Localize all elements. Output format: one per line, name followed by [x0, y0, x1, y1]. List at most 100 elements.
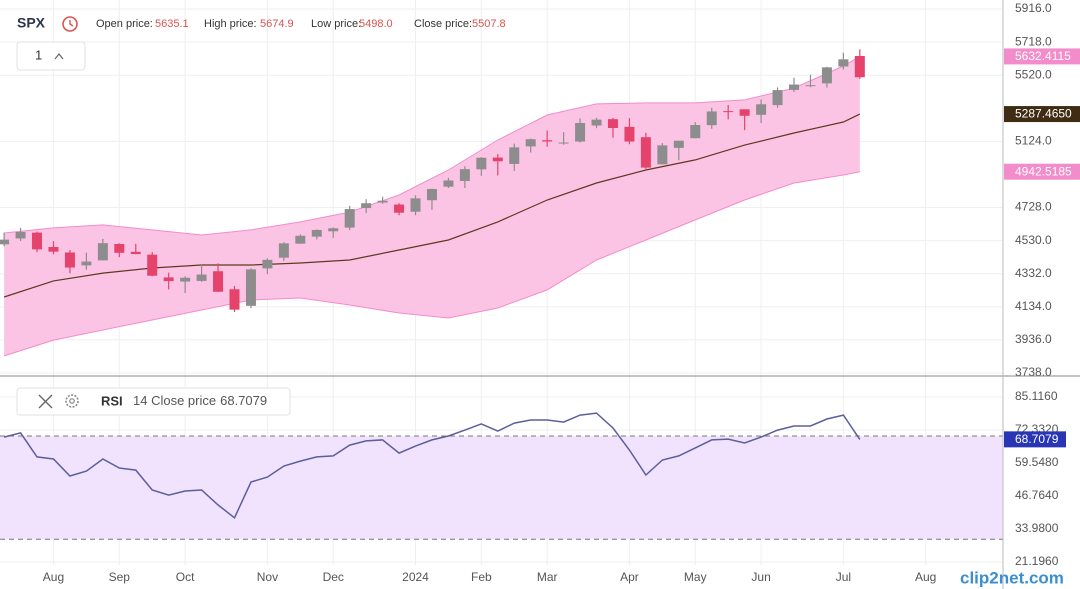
- candle-body: [476, 157, 487, 170]
- candle-body: [278, 243, 289, 258]
- y-tick-label: 4728.0: [1015, 200, 1052, 214]
- candle-body: [262, 259, 273, 269]
- rsi-zone: [0, 436, 1003, 540]
- y-tick-label: 85.1160: [1015, 389, 1058, 403]
- y-tick-label: 5520.0: [1015, 67, 1052, 81]
- candle-body: [361, 203, 372, 209]
- lower-tag-bg: [1004, 163, 1080, 180]
- y-tick-label: 5718.0: [1015, 34, 1052, 48]
- x-tick-label: Jun: [751, 570, 770, 584]
- candle-body: [213, 271, 224, 292]
- legend-name: Open price:: [96, 18, 153, 30]
- candle-body: [196, 274, 207, 281]
- candle-body: [81, 261, 92, 266]
- gear-hole: [69, 398, 75, 404]
- y-tick-label: 4134.0: [1015, 299, 1052, 313]
- candle-body: [97, 243, 108, 261]
- candle-body: [344, 209, 355, 228]
- x-tick-label: Dec: [323, 570, 344, 584]
- y-tick-label: 59.5480: [1015, 455, 1059, 469]
- caret: [54, 53, 64, 60]
- y-tick-label: 4332.0: [1015, 266, 1052, 280]
- x-tick-label: Aug: [915, 570, 936, 584]
- x-tick-label: May: [684, 570, 707, 584]
- legend-value: 5635.1: [155, 18, 189, 30]
- middle-tag-bg: [1004, 106, 1080, 123]
- legend-value: 5498.0: [359, 18, 393, 30]
- y-tick-label: 3936.0: [1015, 332, 1052, 346]
- candle-body: [575, 122, 586, 142]
- candle-body: [607, 119, 618, 129]
- x-tick-label: Oct: [176, 570, 195, 584]
- candle-body: [789, 84, 800, 90]
- legend-name: Low price:: [311, 18, 361, 30]
- symbol: SPX: [17, 15, 46, 31]
- x-tick-label: Jul: [836, 570, 851, 584]
- candle-body: [180, 277, 191, 282]
- rsi-title: RSI: [101, 393, 123, 408]
- candle-body: [525, 139, 536, 147]
- candle-body: [838, 59, 849, 67]
- legend-name: Close price:: [414, 18, 472, 30]
- x-tick-label: Aug: [43, 570, 64, 584]
- clock-hand: [69, 20, 74, 27]
- candle-body: [147, 254, 158, 276]
- candle-body: [130, 251, 141, 255]
- candle-body: [854, 55, 865, 78]
- candle-body: [64, 252, 75, 268]
- gear-icon: [65, 394, 79, 408]
- candle-body: [706, 111, 717, 126]
- candle-body: [114, 243, 125, 253]
- y-tick-label: 4530.0: [1015, 233, 1052, 247]
- candle-body: [377, 200, 388, 203]
- candle-body: [410, 198, 421, 212]
- upper-tag: 5632.4115: [1015, 49, 1071, 63]
- upper-band: [4, 55, 861, 236]
- y-tick-label: 5916.0: [1015, 1, 1052, 15]
- candle-body: [15, 231, 26, 239]
- rsi-params-text: 14 Close price: [133, 393, 216, 408]
- rsi-tag-bg: [1004, 431, 1066, 448]
- candle-body: [426, 189, 437, 201]
- legend-value: 5507.8: [472, 18, 506, 30]
- candle-body: [492, 157, 503, 162]
- candle-body: [657, 145, 668, 165]
- candle-body: [295, 235, 306, 244]
- candle-body: [394, 204, 405, 213]
- candle-body: [690, 125, 701, 139]
- candle-body: [739, 109, 750, 116]
- y-tick-label: 33.9800: [1015, 521, 1059, 535]
- legend-value: 5674.9: [260, 18, 294, 30]
- candle-body: [772, 90, 783, 106]
- rsi-header-box: [16, 387, 291, 416]
- candle-body: [32, 232, 43, 250]
- candle-body: [591, 119, 602, 126]
- watermark: clip2net.com: [960, 568, 1064, 587]
- upper-tag-bg: [1004, 48, 1080, 65]
- y-tick-label: 5124.0: [1015, 134, 1052, 148]
- candle-body: [0, 239, 10, 245]
- close-icon: [38, 394, 53, 409]
- candle-body: [673, 140, 684, 148]
- candle-body: [723, 111, 734, 113]
- candle-body: [821, 67, 832, 84]
- rsi-value: 68.7079: [220, 393, 267, 408]
- y-tick-label: 21.1960: [1015, 554, 1059, 568]
- interval: 1: [35, 47, 42, 62]
- middle-tag: 5287.4650: [1015, 107, 1072, 121]
- interval-box: [16, 41, 86, 71]
- candle-body: [245, 269, 256, 306]
- clock-icon: [62, 16, 78, 32]
- rsi-line: [3, 412, 861, 519]
- candle-body: [542, 140, 553, 142]
- legend-name: High price:: [204, 18, 257, 30]
- candle-body: [311, 229, 322, 237]
- x-tick-label: Nov: [257, 570, 278, 584]
- candle-body: [756, 104, 767, 115]
- lower-band: [3, 171, 860, 357]
- y-tick-label: 46.7640: [1015, 488, 1059, 502]
- candle-body: [443, 180, 454, 187]
- candle-body: [163, 277, 174, 282]
- candle-body: [558, 142, 569, 144]
